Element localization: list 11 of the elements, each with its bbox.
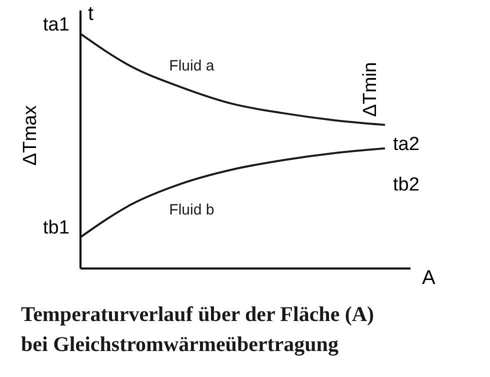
series-label: Fluid a	[169, 57, 215, 74]
text: ΔTmax	[20, 104, 41, 166]
y-axis-title: t	[88, 3, 94, 25]
text: tb1	[43, 218, 70, 239]
x-axis-title: A	[422, 267, 436, 289]
series-label: Fluid b	[169, 202, 214, 219]
annotation: ta2	[393, 134, 420, 155]
annotation: ΔTmin	[360, 62, 381, 117]
text: ta1	[43, 14, 70, 36]
text: Temperaturverlauf über der Fläche (A) bei Gleichstromwärmeübertragung	[21, 302, 374, 356]
annotation: tb2	[393, 174, 420, 196]
